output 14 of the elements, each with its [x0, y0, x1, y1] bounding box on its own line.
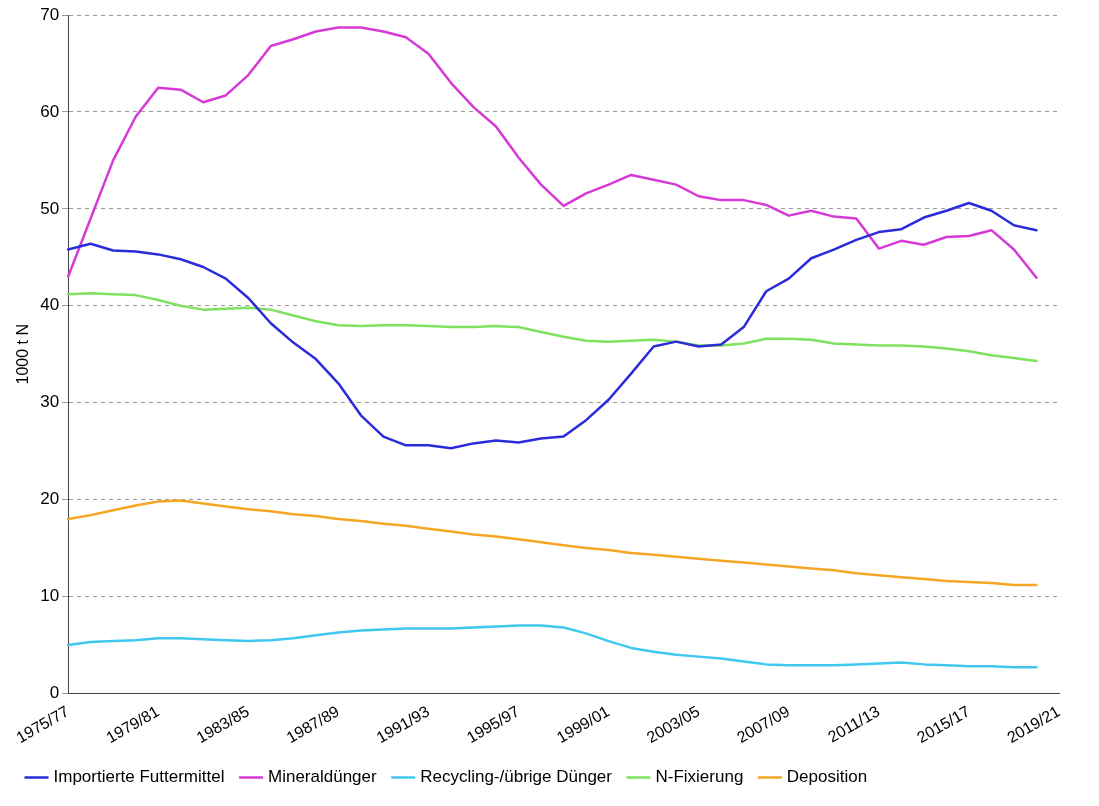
y-tick-label: 60 [40, 101, 60, 121]
y-tick-label: 20 [40, 489, 60, 509]
legend-label: Importierte Futtermittel [53, 767, 225, 787]
y-tick-label: 0 [49, 683, 60, 703]
y-tick-label: 30 [40, 392, 60, 412]
legend-label: Mineraldünger [267, 767, 377, 787]
y-tick-label: 70 [40, 4, 60, 24]
y-tick-label: 50 [40, 198, 60, 218]
legend-label: N-Fixierung [655, 767, 744, 787]
legend-label: Recycling-/übrige Dünger [420, 767, 613, 787]
y-tick-label: 10 [40, 586, 60, 606]
legend-label: Deposition [786, 767, 868, 787]
y-axis-title: 1000 t N [14, 323, 32, 385]
y-tick-label: 40 [40, 295, 60, 315]
